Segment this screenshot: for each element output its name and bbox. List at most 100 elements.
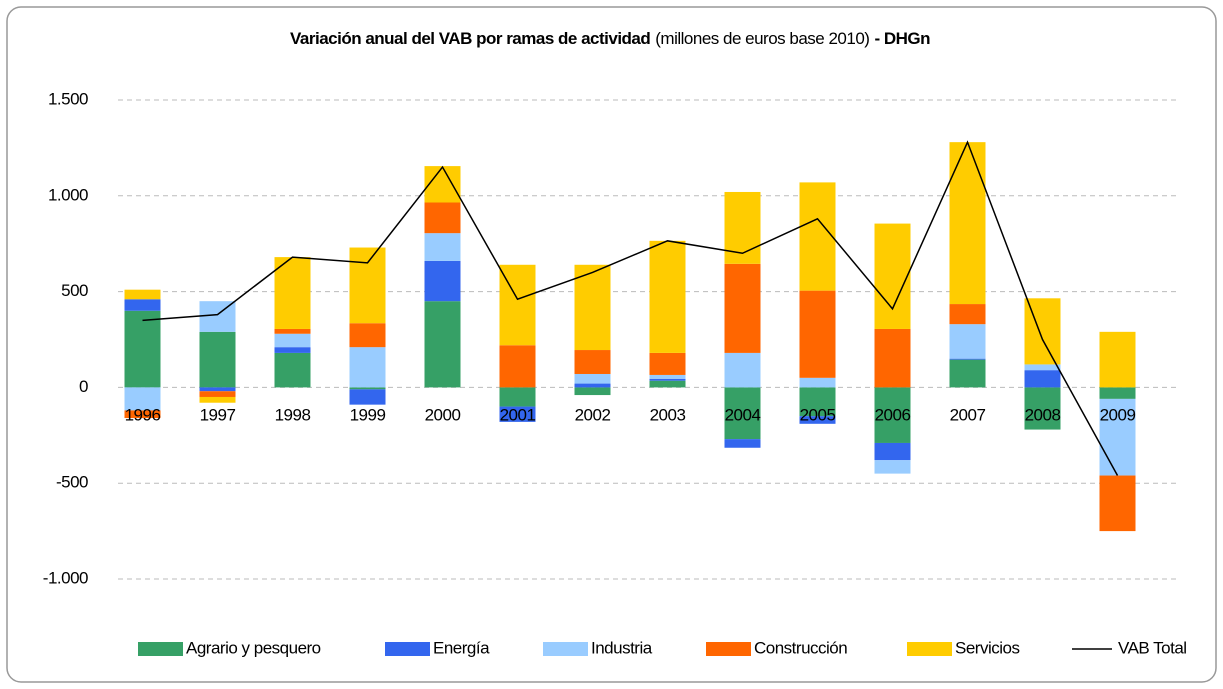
bar-segment <box>649 240 686 353</box>
bar-segment <box>1024 387 1061 430</box>
bar-segment <box>424 202 461 234</box>
x-tick-label: 2003 <box>650 405 686 424</box>
y-tick-label: 1.000 <box>48 185 88 204</box>
chart-frame <box>6 6 1217 683</box>
bar-segment <box>874 223 911 329</box>
bar-segment <box>949 142 986 305</box>
bar-segment <box>799 416 836 424</box>
x-tick-label: 2009 <box>1100 405 1136 424</box>
bar-segment <box>874 328 911 388</box>
bar-segment <box>199 391 236 397</box>
legend-label: Agrario y pesquero <box>186 638 321 657</box>
y-tick-label: 1.500 <box>48 89 88 108</box>
bar-segment <box>124 410 161 419</box>
y-tick-label: 0 <box>79 377 88 396</box>
bar-segment <box>574 373 611 384</box>
title-region: - DHGn <box>874 29 930 48</box>
bar-segment <box>649 352 686 375</box>
bar-segment <box>499 387 536 407</box>
bar-segment <box>499 406 536 422</box>
title-units: (millones de euros base 2010) <box>655 29 869 48</box>
bar-segment <box>724 263 761 353</box>
bar-segment <box>799 290 836 378</box>
bar-segment <box>874 460 911 474</box>
bar-segment <box>649 380 686 388</box>
bar-segment <box>124 299 161 311</box>
y-tick-label: 500 <box>61 281 88 300</box>
bar-segment <box>424 233 461 261</box>
bar-segment <box>124 289 161 300</box>
y-tick-label: -500 <box>56 473 88 492</box>
bar-segment <box>949 324 986 359</box>
x-tick-label: 1998 <box>275 405 311 424</box>
x-tick-label: 2000 <box>425 405 461 424</box>
bar-segment <box>349 389 386 405</box>
bar-segment <box>1099 398 1136 476</box>
x-tick-label: 2001 <box>500 405 536 424</box>
bar-segment <box>1099 475 1136 532</box>
y-tick-label: -1.000 <box>43 568 88 587</box>
legend-swatch <box>706 642 751 656</box>
bar-segment <box>349 247 386 324</box>
legend-swatch <box>385 642 430 656</box>
bar-segment <box>274 333 311 348</box>
legend-label: Industria <box>591 638 653 657</box>
bar-segment <box>349 323 386 348</box>
bar-segment <box>949 304 986 325</box>
x-tick-label: 2007 <box>950 405 986 424</box>
bar-segment <box>1099 331 1136 388</box>
legend-label: Construcción <box>754 638 847 657</box>
legend-label: Servicios <box>955 638 1019 657</box>
bar-segment <box>649 378 686 381</box>
bar-segment <box>1024 370 1061 388</box>
legend-swatch <box>543 642 588 656</box>
x-tick-label: 2008 <box>1025 405 1061 424</box>
x-tick-label: 2005 <box>800 405 836 424</box>
bar-segment <box>574 387 611 396</box>
bar-segment <box>949 358 986 360</box>
bar-segment <box>424 301 461 388</box>
bar-segment <box>1099 387 1136 399</box>
bar-segment <box>274 328 311 334</box>
x-tick-label: 2002 <box>575 405 611 424</box>
bar-segment <box>574 350 611 374</box>
x-tick-label: 2004 <box>725 405 761 424</box>
legend-swatch <box>907 642 952 656</box>
bar-segment <box>724 352 761 388</box>
bar-segment <box>424 260 461 302</box>
bar-segment <box>499 345 536 388</box>
bar-segment <box>799 387 836 417</box>
bar-segment <box>649 374 686 379</box>
bar-segment <box>1024 364 1061 371</box>
bar-segment <box>274 257 311 329</box>
bar-segment <box>274 347 311 353</box>
bar-segment <box>874 387 911 443</box>
bar-segment <box>724 387 761 440</box>
chart-title: Variación anual del VAB por ramas de act… <box>290 29 930 48</box>
bar-segment <box>949 359 986 388</box>
legend-label: VAB Total <box>1118 638 1187 657</box>
bar-segment <box>199 396 236 403</box>
x-tick-label: 1997 <box>200 405 236 424</box>
legend-swatch <box>138 642 183 656</box>
bar-segment <box>574 383 611 388</box>
x-tick-label: 1999 <box>350 405 386 424</box>
bar-segment <box>349 387 386 390</box>
bar-segment <box>574 264 611 351</box>
bar-segment <box>274 352 311 388</box>
x-tick-label: 2006 <box>875 405 911 424</box>
legend-label: Energía <box>433 638 490 657</box>
bar-segment <box>124 310 161 388</box>
bar-segment <box>124 387 161 411</box>
bar-segment <box>424 166 461 203</box>
bar-segment <box>199 387 236 392</box>
total-line <box>142 140 1119 476</box>
bar-segment <box>799 377 836 388</box>
bar-segment <box>199 331 236 388</box>
x-tick-label: 1996 <box>125 405 161 424</box>
bar-segment <box>874 442 911 461</box>
bar-segment <box>799 182 836 291</box>
title-main: Variación anual del VAB por ramas de act… <box>290 29 650 48</box>
bar-segment <box>724 439 761 448</box>
